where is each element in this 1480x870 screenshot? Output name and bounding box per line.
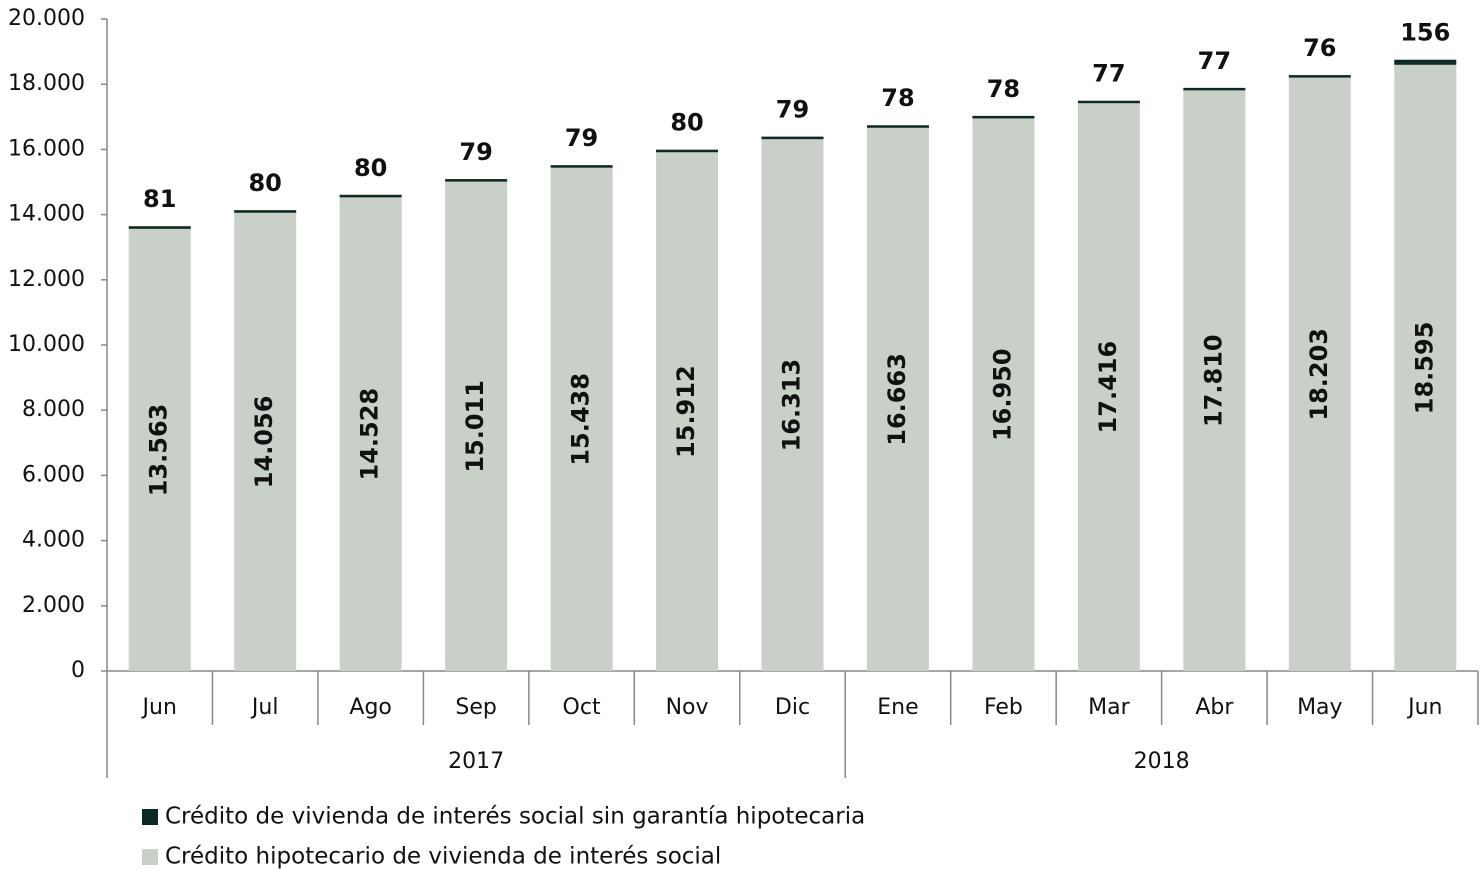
y-tick-label: 2.000 (22, 593, 85, 618)
value-label: 15.912 (672, 365, 700, 458)
bar-segment (1183, 90, 1246, 672)
x-tick-label: Nov (666, 695, 709, 720)
value-label: 14.056 (250, 396, 278, 489)
x-tick-label: Oct (563, 695, 601, 720)
bar-segment (1183, 87, 1246, 91)
y-tick-label: 18.000 (8, 71, 85, 96)
bar-segment (1077, 100, 1140, 104)
bar-segment (866, 127, 929, 672)
value-label: 17.416 (1094, 341, 1122, 434)
bar-segment (445, 179, 508, 182)
value-label: 15.011 (461, 380, 489, 473)
bar-segment (972, 115, 1035, 119)
x-tick-label: Jul (250, 695, 279, 720)
x-tick-label: Jun (1406, 695, 1442, 720)
bar-segment (1288, 77, 1351, 671)
bar-segment (1288, 75, 1351, 78)
x-tick-label: Sep (455, 695, 496, 720)
y-tick-label: 14.000 (8, 202, 85, 227)
value-label: 15.438 (567, 373, 595, 466)
value-label: 156 (1400, 19, 1450, 47)
value-label: 80 (248, 169, 281, 197)
bar-segment (1394, 64, 1457, 672)
value-label: 17.810 (1199, 334, 1227, 427)
value-label: 79 (565, 124, 598, 152)
bar-segment (656, 152, 719, 671)
value-label: 80 (670, 109, 703, 137)
value-label: 13.563 (145, 404, 173, 497)
value-label: 79 (459, 138, 492, 166)
y-tick-label: 12.000 (8, 267, 85, 292)
x-tick-label: Feb (984, 695, 1023, 720)
y-tick-label: 6.000 (22, 462, 85, 487)
legend-label: Crédito de vivienda de interés social si… (165, 804, 865, 830)
bar-segment (339, 197, 402, 671)
bar-segment (656, 149, 719, 153)
value-label: 18.595 (1410, 322, 1438, 415)
y-tick-label: 10.000 (8, 332, 85, 357)
bar-segment (128, 228, 191, 672)
value-label: 16.950 (988, 348, 1016, 441)
bar-segment (550, 167, 613, 672)
x-tick-label: Ago (349, 695, 391, 720)
value-label: 18.203 (1305, 328, 1333, 421)
value-label: 78 (881, 84, 914, 112)
y-tick-label: 16.000 (8, 136, 85, 161)
group-label: 2018 (1134, 749, 1190, 774)
bar-segment (761, 136, 824, 140)
bar-segment (761, 139, 824, 672)
value-label: 77 (1092, 60, 1125, 88)
x-tick-label: Ene (877, 695, 918, 720)
value-label: 79 (776, 96, 809, 124)
value-label: 78 (987, 75, 1020, 103)
bar-segment (972, 118, 1035, 672)
bar-segment (234, 212, 297, 671)
bar-segment (1394, 59, 1457, 65)
y-tick-label: 4.000 (22, 528, 85, 553)
value-label: 81 (143, 185, 176, 213)
value-label: 76 (1303, 34, 1336, 62)
legend-label: Crédito hipotecario de vivienda de inter… (165, 844, 721, 870)
legend-swatch (142, 809, 158, 825)
y-tick-label: 20.000 (8, 6, 85, 31)
x-tick-label: Mar (1088, 695, 1130, 720)
value-label: 77 (1198, 47, 1231, 75)
bar-segment (128, 226, 191, 229)
group-label: 2017 (448, 749, 504, 774)
y-tick-label: 0 (71, 658, 85, 683)
bar-segment (550, 165, 613, 168)
legend-swatch (142, 849, 158, 865)
bar-segment (1077, 103, 1140, 671)
bar-segment (234, 210, 297, 213)
bar-segment (866, 125, 929, 128)
x-tick-label: Dic (775, 695, 810, 720)
x-tick-label: Abr (1195, 695, 1234, 720)
x-tick-label: Jun (141, 695, 177, 720)
value-label: 14.528 (356, 388, 384, 481)
value-label: 16.663 (883, 353, 911, 446)
value-label: 16.313 (778, 359, 806, 452)
value-label: 80 (354, 154, 387, 182)
bar-segment (445, 181, 508, 671)
x-tick-label: May (1297, 695, 1342, 720)
y-tick-label: 8.000 (22, 397, 85, 422)
bar-segment (339, 194, 402, 198)
